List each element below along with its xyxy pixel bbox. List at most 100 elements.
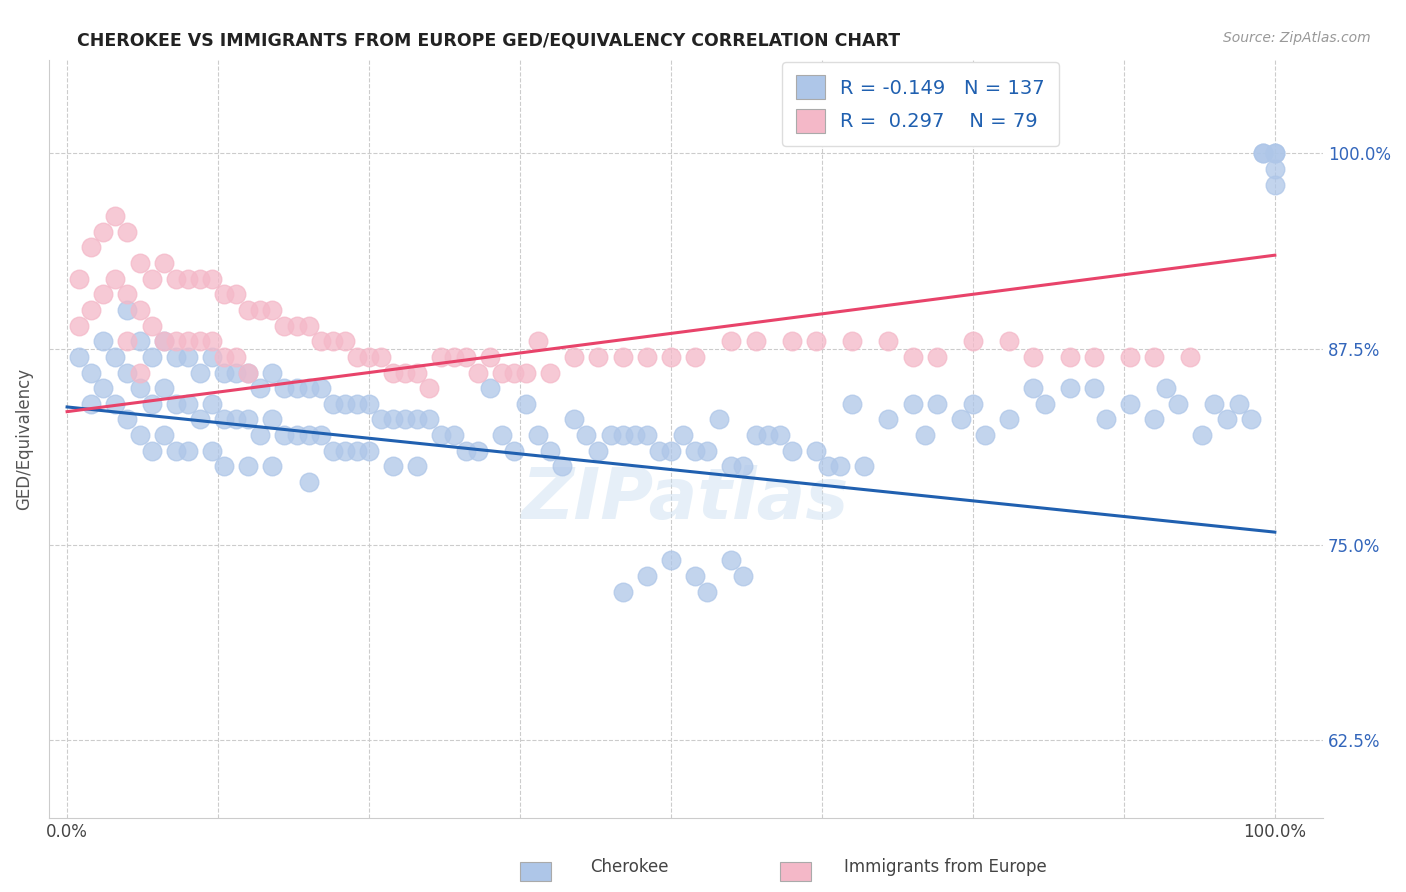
Point xyxy=(346,397,368,411)
Point xyxy=(612,350,634,364)
Point xyxy=(188,334,211,349)
Point xyxy=(117,225,139,239)
Point xyxy=(1154,381,1177,395)
Point xyxy=(128,334,150,349)
Point xyxy=(201,397,224,411)
Point xyxy=(201,334,224,349)
Point xyxy=(128,366,150,380)
Point xyxy=(333,397,356,411)
Point xyxy=(612,428,634,442)
Point xyxy=(212,350,235,364)
Point xyxy=(1191,428,1213,442)
Point xyxy=(1251,146,1274,161)
Point xyxy=(1094,412,1116,426)
Point xyxy=(212,366,235,380)
Point xyxy=(1167,397,1189,411)
Point xyxy=(551,459,574,474)
Point xyxy=(152,334,174,349)
Point xyxy=(538,366,561,380)
Point xyxy=(201,350,224,364)
Point xyxy=(357,397,380,411)
Point xyxy=(322,334,344,349)
Point xyxy=(467,443,489,458)
Point xyxy=(104,271,127,285)
Point xyxy=(128,256,150,270)
Point xyxy=(659,553,682,567)
Point xyxy=(212,412,235,426)
Point xyxy=(503,366,526,380)
Point xyxy=(91,381,114,395)
Point xyxy=(212,459,235,474)
Point xyxy=(877,412,900,426)
Point xyxy=(588,350,610,364)
Point xyxy=(901,350,924,364)
Point xyxy=(877,334,900,349)
Point xyxy=(636,428,658,442)
Point xyxy=(1264,146,1286,161)
Point xyxy=(80,240,103,254)
Point xyxy=(309,334,332,349)
Point xyxy=(406,412,429,426)
Point xyxy=(117,302,139,317)
Point xyxy=(588,443,610,458)
Point xyxy=(152,428,174,442)
Point xyxy=(659,350,682,364)
Point xyxy=(394,412,416,426)
Point xyxy=(756,428,779,442)
Point xyxy=(914,428,936,442)
Point xyxy=(333,443,356,458)
Point xyxy=(733,459,755,474)
Point xyxy=(273,428,295,442)
Point xyxy=(165,271,187,285)
Text: Cherokee: Cherokee xyxy=(591,858,669,876)
Point xyxy=(683,350,706,364)
Point xyxy=(141,397,163,411)
Point xyxy=(478,350,501,364)
Point xyxy=(67,271,90,285)
Y-axis label: GED/Equivalency: GED/Equivalency xyxy=(15,368,32,510)
Point xyxy=(201,443,224,458)
Point xyxy=(780,334,803,349)
Point xyxy=(527,334,550,349)
Point xyxy=(418,381,440,395)
Point xyxy=(1059,381,1081,395)
Point xyxy=(165,334,187,349)
Point xyxy=(225,287,247,301)
Point xyxy=(91,287,114,301)
Point xyxy=(177,350,200,364)
Point xyxy=(575,428,598,442)
Point xyxy=(1240,412,1263,426)
Point xyxy=(165,350,187,364)
Point xyxy=(720,553,742,567)
Text: Immigrants from Europe: Immigrants from Europe xyxy=(844,858,1046,876)
Point xyxy=(636,350,658,364)
Point xyxy=(562,350,585,364)
Point xyxy=(188,412,211,426)
Point xyxy=(225,350,247,364)
Point xyxy=(80,366,103,380)
Point xyxy=(1264,162,1286,177)
Point xyxy=(188,271,211,285)
Point xyxy=(1180,350,1202,364)
Point xyxy=(599,428,621,442)
Point xyxy=(430,428,453,442)
Point xyxy=(298,318,321,333)
Point xyxy=(974,428,997,442)
Point xyxy=(1143,412,1166,426)
Point xyxy=(309,381,332,395)
Point xyxy=(769,428,792,442)
Point xyxy=(683,443,706,458)
Point xyxy=(515,366,537,380)
Point xyxy=(165,443,187,458)
Point xyxy=(443,428,465,442)
Point xyxy=(430,350,453,364)
Point xyxy=(804,334,827,349)
Point xyxy=(128,381,150,395)
Point xyxy=(720,334,742,349)
Point xyxy=(177,334,200,349)
Point xyxy=(1022,381,1045,395)
Point xyxy=(382,412,405,426)
Point xyxy=(201,271,224,285)
Point xyxy=(1033,397,1056,411)
Point xyxy=(454,350,477,364)
